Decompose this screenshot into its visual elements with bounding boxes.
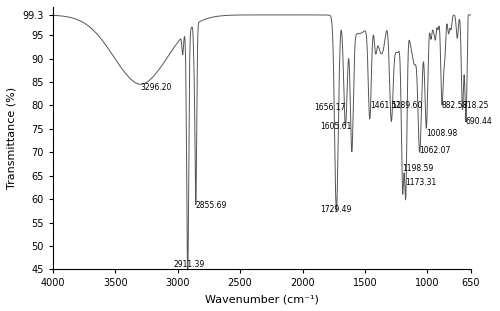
Text: 1008.98: 1008.98: [426, 129, 458, 138]
Text: 2911.39: 2911.39: [173, 260, 204, 269]
Text: 1173.31: 1173.31: [406, 179, 437, 188]
Text: 1605.61: 1605.61: [320, 122, 352, 131]
X-axis label: Wavenumber (cm⁻¹): Wavenumber (cm⁻¹): [205, 294, 319, 304]
Text: 1461.51: 1461.51: [370, 101, 401, 110]
Text: 1198.59: 1198.59: [402, 165, 434, 173]
Text: 1062.07: 1062.07: [420, 146, 451, 155]
Text: 1729.49: 1729.49: [320, 205, 352, 214]
Text: 718.25: 718.25: [462, 101, 489, 110]
Text: 3296.20: 3296.20: [140, 83, 172, 92]
Y-axis label: Transmittance (%): Transmittance (%): [7, 87, 17, 189]
Text: 882.58: 882.58: [442, 101, 468, 110]
Text: 1289.60: 1289.60: [391, 101, 422, 110]
Text: 1656.17: 1656.17: [314, 104, 346, 112]
Text: 2855.69: 2855.69: [196, 202, 227, 211]
Text: 690.44: 690.44: [466, 118, 492, 127]
